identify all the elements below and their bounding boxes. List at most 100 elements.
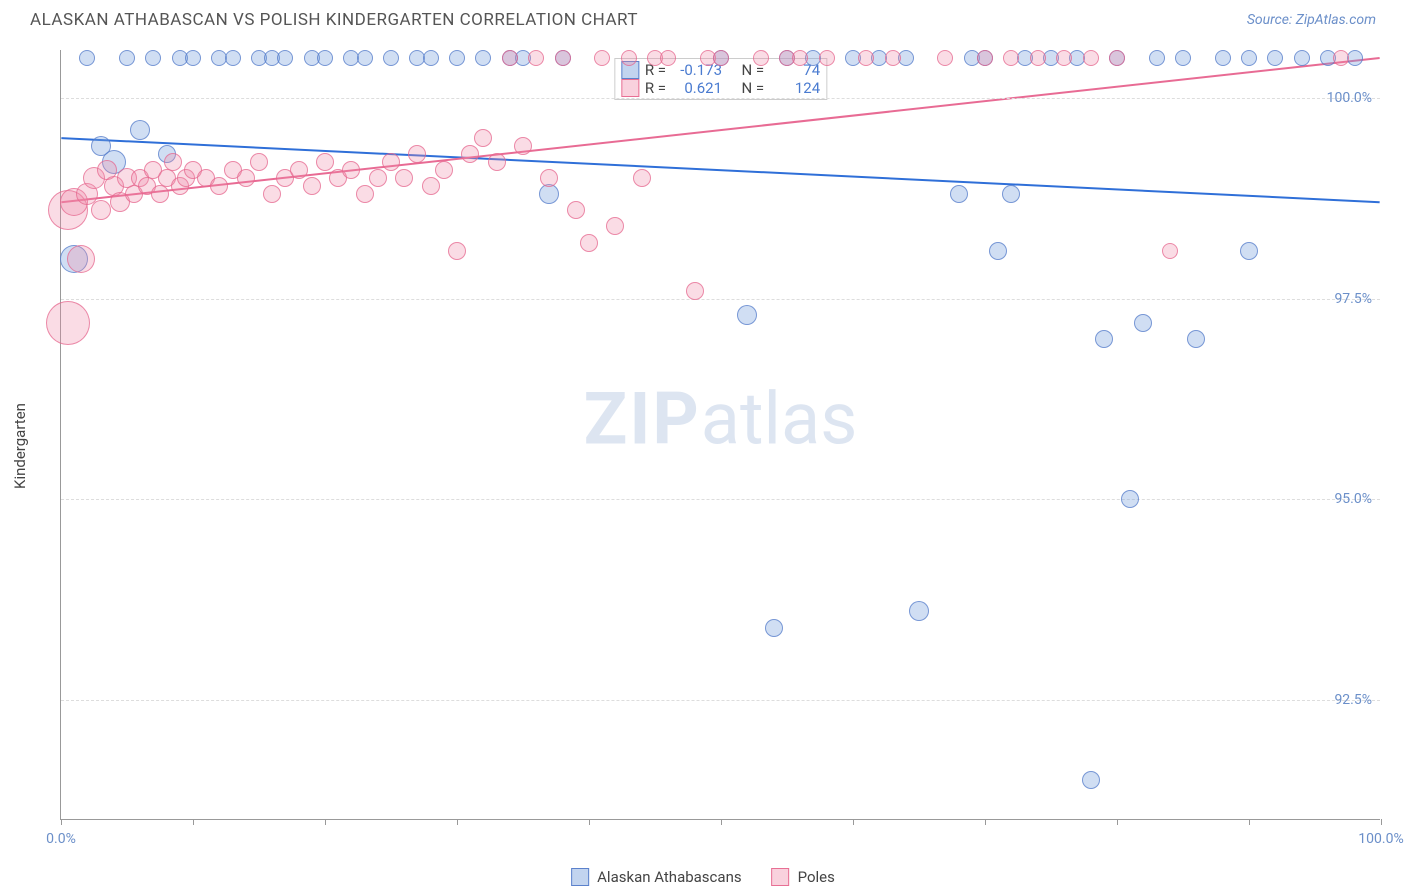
data-point-pink[interactable] (237, 169, 255, 187)
data-point-pink[interactable] (606, 217, 624, 235)
data-point-pink[interactable] (540, 169, 558, 187)
data-point-blue[interactable] (1267, 50, 1283, 66)
watermark: ZIPatlas (584, 377, 858, 462)
legend-item-blue[interactable]: Alaskan Athabascans (571, 868, 741, 886)
data-point-blue[interactable] (383, 50, 399, 66)
data-point-pink[interactable] (858, 50, 874, 66)
chart-plot-area: ZIPatlas R =-0.173 N =74R =0.621 N =124 … (60, 50, 1380, 820)
data-point-pink[interactable] (210, 177, 228, 195)
data-point-pink[interactable] (382, 153, 400, 171)
data-point-pink[interactable] (67, 245, 95, 273)
data-point-pink[interactable] (502, 50, 518, 66)
data-point-pink[interactable] (435, 161, 453, 179)
data-point-pink[interactable] (819, 50, 835, 66)
data-point-pink[interactable] (885, 50, 901, 66)
data-point-pink[interactable] (408, 145, 426, 163)
data-point-pink[interactable] (792, 50, 808, 66)
data-point-blue[interactable] (475, 50, 491, 66)
data-point-pink[interactable] (474, 129, 492, 147)
data-point-blue[interactable] (989, 242, 1007, 260)
data-point-pink[interactable] (250, 153, 268, 171)
data-point-pink[interactable] (528, 50, 544, 66)
stats-r-label: R = (645, 79, 666, 97)
x-tick-mark (1381, 819, 1382, 825)
data-point-pink[interactable] (290, 161, 308, 179)
data-point-pink[interactable] (422, 177, 440, 195)
data-point-pink[interactable] (713, 50, 729, 66)
data-point-blue[interactable] (1215, 50, 1231, 66)
data-point-blue[interactable] (449, 50, 465, 66)
data-point-blue[interactable] (1240, 242, 1258, 260)
data-point-blue[interactable] (1294, 50, 1310, 66)
data-point-pink[interactable] (164, 153, 182, 171)
data-point-pink[interactable] (977, 50, 993, 66)
data-point-blue[interactable] (277, 50, 293, 66)
data-point-pink[interactable] (753, 50, 769, 66)
data-point-pink[interactable] (448, 242, 466, 260)
data-point-pink[interactable] (303, 177, 321, 195)
data-point-pink[interactable] (567, 201, 585, 219)
data-point-pink[interactable] (1056, 50, 1072, 66)
data-point-pink[interactable] (660, 50, 676, 66)
data-point-pink[interactable] (1083, 50, 1099, 66)
data-point-pink[interactable] (151, 185, 169, 203)
data-point-blue[interactable] (737, 305, 757, 325)
x-tick-mark (193, 819, 194, 825)
legend-label: Alaskan Athabascans (597, 868, 741, 886)
data-point-pink[interactable] (633, 169, 651, 187)
legend-item-pink[interactable]: Poles (772, 868, 835, 886)
data-point-pink[interactable] (1162, 243, 1178, 259)
data-point-pink[interactable] (369, 169, 387, 187)
data-point-blue[interactable] (1134, 314, 1152, 332)
grid-line (61, 499, 1380, 500)
data-point-pink[interactable] (514, 137, 532, 155)
data-point-pink[interactable] (461, 145, 479, 163)
data-point-blue[interactable] (1149, 50, 1165, 66)
data-point-pink[interactable] (1003, 50, 1019, 66)
legend: Alaskan Athabascans Poles (571, 868, 835, 886)
data-point-pink[interactable] (686, 282, 704, 300)
data-point-blue[interactable] (185, 50, 201, 66)
x-tick-mark (325, 819, 326, 825)
data-point-blue[interactable] (423, 50, 439, 66)
data-point-pink[interactable] (1109, 50, 1125, 66)
data-point-pink[interactable] (316, 153, 334, 171)
data-point-blue[interactable] (909, 601, 929, 621)
data-point-blue[interactable] (79, 50, 95, 66)
data-point-pink[interactable] (395, 169, 413, 187)
data-point-pink[interactable] (1333, 50, 1349, 66)
data-point-pink[interactable] (356, 185, 374, 203)
data-point-blue[interactable] (1175, 50, 1191, 66)
data-point-blue[interactable] (1241, 50, 1257, 66)
data-point-pink[interactable] (342, 161, 360, 179)
data-point-blue[interactable] (317, 50, 333, 66)
legend-swatch (571, 868, 589, 886)
data-point-blue[interactable] (130, 120, 150, 140)
data-point-pink[interactable] (555, 50, 571, 66)
data-point-pink[interactable] (1030, 50, 1046, 66)
data-point-pink[interactable] (91, 200, 111, 220)
data-point-pink[interactable] (488, 153, 506, 171)
data-point-blue[interactable] (1002, 185, 1020, 203)
x-tick-mark (721, 819, 722, 825)
x-tick-label: 100.0% (1358, 831, 1403, 847)
data-point-pink[interactable] (594, 50, 610, 66)
data-point-blue[interactable] (950, 185, 968, 203)
data-point-pink[interactable] (621, 50, 637, 66)
data-point-blue[interactable] (1121, 490, 1139, 508)
data-point-blue[interactable] (765, 619, 783, 637)
data-point-pink[interactable] (580, 234, 598, 252)
data-point-pink[interactable] (937, 50, 953, 66)
data-point-pink[interactable] (46, 301, 90, 345)
data-point-blue[interactable] (1187, 330, 1205, 348)
data-point-blue[interactable] (1095, 330, 1113, 348)
data-point-blue[interactable] (145, 50, 161, 66)
grid-line (61, 98, 1380, 99)
data-point-pink[interactable] (263, 185, 281, 203)
data-point-blue[interactable] (357, 50, 373, 66)
data-point-blue[interactable] (119, 50, 135, 66)
data-point-blue[interactable] (1082, 771, 1100, 789)
data-point-blue[interactable] (539, 184, 559, 204)
stats-n-label: N = (742, 79, 765, 97)
data-point-blue[interactable] (225, 50, 241, 66)
